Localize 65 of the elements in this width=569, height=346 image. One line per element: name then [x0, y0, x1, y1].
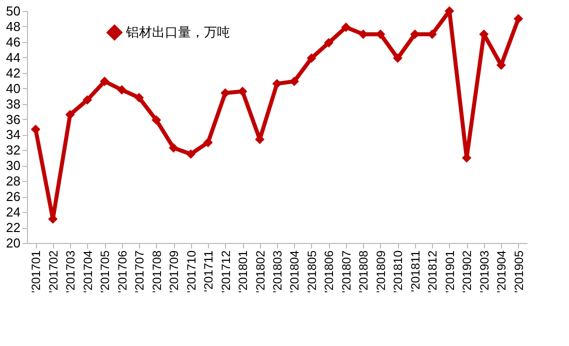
x-tick-label: '201807 — [339, 250, 354, 293]
y-tick-label: 36 — [6, 112, 20, 127]
point — [152, 115, 162, 125]
point — [134, 92, 144, 102]
y-tick-label: 30 — [6, 158, 20, 174]
legend-label: 铝材出口量，万吨 — [125, 26, 230, 40]
y-tick-label: 28 — [6, 174, 20, 189]
point — [30, 124, 40, 134]
x-tick-label: '201705 — [98, 250, 112, 293]
x-tick-label: '201711 — [202, 250, 216, 292]
point — [82, 95, 92, 105]
y-tick-label: 44 — [6, 50, 20, 65]
y-tick-label: 22 — [6, 220, 20, 236]
x-tick-label: '201811 — [408, 250, 422, 292]
x-tick-label: '201901 — [442, 250, 457, 293]
point — [272, 78, 282, 88]
x-tick-label: '201702 — [46, 250, 60, 293]
y-tick-label: 24 — [6, 204, 20, 220]
x-tick-label: '201709 — [167, 250, 182, 293]
x-tick-label: '201707 — [132, 250, 147, 293]
x-tick-label: '201905 — [512, 250, 526, 293]
x-tick-label: '201903 — [477, 250, 492, 293]
point — [65, 110, 75, 120]
point — [117, 85, 127, 95]
y-tick-label: 20 — [6, 236, 20, 250]
x-tick-label: '201810 — [391, 250, 406, 293]
y-tick-label: 34 — [6, 127, 20, 142]
y-tick-label: 26 — [6, 189, 20, 204]
y-tick-label: 48 — [6, 18, 20, 34]
x-tick-label: '201808 — [356, 250, 371, 293]
point — [290, 76, 299, 86]
point — [186, 149, 196, 159]
point — [324, 38, 334, 48]
y-tick-label: 38 — [6, 96, 20, 112]
point — [306, 53, 316, 63]
point — [341, 22, 351, 32]
x-tick-label: '201805 — [304, 250, 319, 293]
x-tick-label: '201806 — [322, 250, 336, 293]
point — [392, 53, 402, 63]
point — [168, 143, 178, 153]
x-tick-label: '201703 — [64, 250, 78, 293]
point — [100, 76, 110, 86]
x-tick-label: '201710 — [184, 250, 198, 293]
point — [358, 29, 368, 39]
x-tick-label: '201708 — [150, 250, 164, 293]
y-tick-label: 40 — [6, 80, 20, 96]
point — [238, 86, 248, 96]
x-tick-label: '201812 — [426, 250, 440, 293]
y-tick-label: 42 — [6, 65, 20, 80]
x-tick-label: '201804 — [288, 250, 302, 293]
x-tick-label: '201706 — [115, 250, 130, 293]
x-tick-label: '201904 — [494, 250, 509, 293]
x-tick-label: '201712 — [218, 250, 233, 293]
point — [203, 138, 213, 148]
point — [514, 14, 524, 24]
x-tick-label: '201801 — [236, 250, 250, 293]
x-tick-label: '201809 — [374, 250, 388, 293]
y-tick-label: 50 — [6, 4, 20, 18]
x-tick-label: '201803 — [270, 250, 284, 293]
x-tick-label: '201701 — [29, 250, 44, 293]
y-tick-label: 46 — [6, 34, 20, 50]
x-tick-label: '201902 — [460, 250, 474, 293]
y-tick-label: 32 — [6, 142, 20, 158]
x-tick-label: '201802 — [253, 250, 268, 293]
x-tick-label: '201704 — [80, 250, 95, 293]
